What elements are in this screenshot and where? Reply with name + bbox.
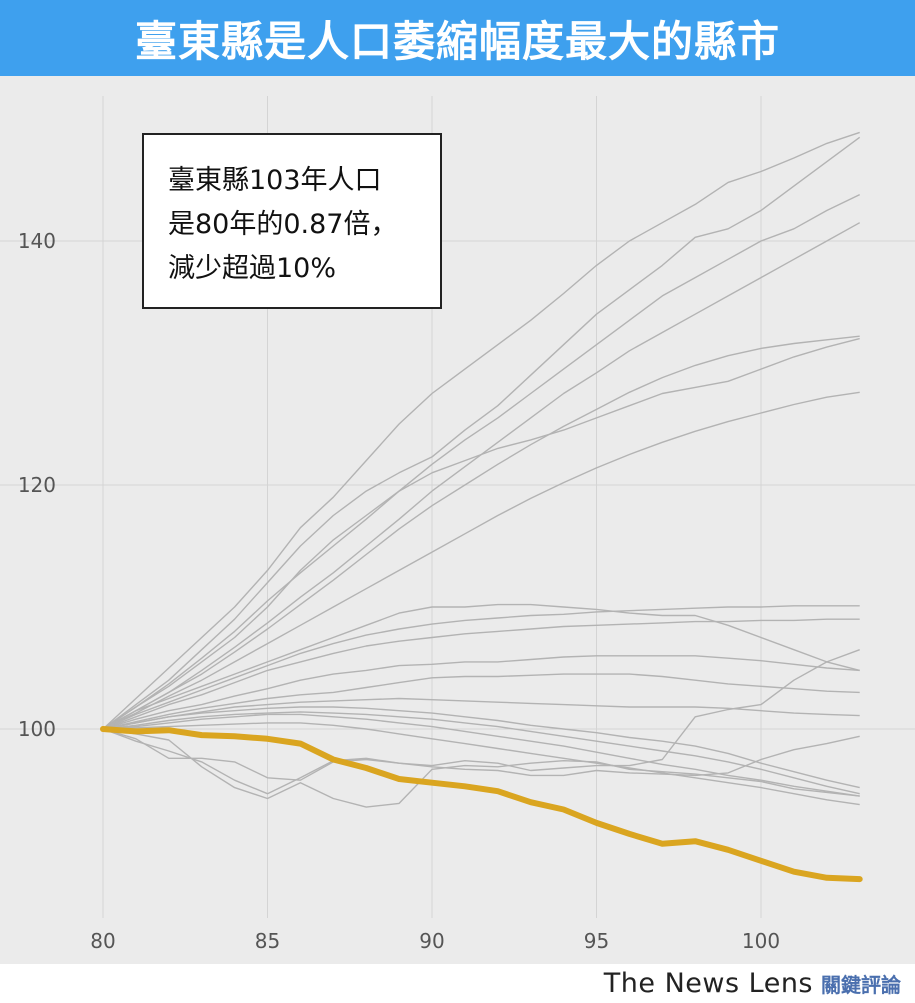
x-tick-label: 80 xyxy=(90,929,115,953)
series-line xyxy=(102,711,860,795)
x-tick-label: 95 xyxy=(584,929,609,953)
brand-name-zh: 關鍵評論 xyxy=(821,973,901,997)
annotation-line-1: 臺東縣103年人口 xyxy=(168,165,382,196)
axis-ticks: 80 85 90 95 100 100 120 140 xyxy=(18,229,780,953)
series-line xyxy=(102,649,860,781)
title-banner: 臺東縣是人口萎縮幅度最大的縣市 xyxy=(0,0,915,76)
series-line xyxy=(102,337,860,730)
annotation-line-2: 是80年的0.87倍， xyxy=(168,209,398,240)
series-line xyxy=(102,603,860,730)
brand-name-en: The News Lens xyxy=(603,968,813,999)
footer: The News Lens 關鍵評論 xyxy=(0,964,915,1003)
series-line xyxy=(102,713,860,797)
series-line xyxy=(102,706,860,789)
series-line xyxy=(102,728,860,795)
annotation-box: 臺東縣103年人口 是80年的0.87倍， 減少超過10% xyxy=(142,133,442,309)
grid xyxy=(0,96,915,918)
brand-logo: The News Lens 關鍵評論 xyxy=(604,968,901,999)
series-line xyxy=(102,136,861,730)
series-line xyxy=(102,655,860,730)
x-tick-label: 85 xyxy=(255,929,280,953)
series-line xyxy=(102,722,860,806)
series-line xyxy=(102,728,860,808)
series-line xyxy=(102,335,860,730)
series-line xyxy=(102,131,860,730)
series-line xyxy=(102,222,861,730)
y-tick-label: 100 xyxy=(18,717,56,741)
highlight-series xyxy=(100,726,863,883)
series-line xyxy=(102,618,860,730)
page-title: 臺東縣是人口萎縮幅度最大的縣市 xyxy=(134,16,780,66)
y-tick-label: 120 xyxy=(18,473,56,497)
other-series xyxy=(102,131,861,808)
annotation-line-3: 減少超過10% xyxy=(168,253,337,284)
series-line xyxy=(102,605,860,730)
series-line xyxy=(102,193,861,730)
highlight-line-taitung xyxy=(100,726,863,883)
x-tick-label: 100 xyxy=(742,929,780,953)
series-line xyxy=(102,673,860,730)
line-chart: 80 85 90 95 100 100 120 140 xyxy=(0,96,915,953)
y-tick-label: 140 xyxy=(18,229,56,253)
x-tick-label: 90 xyxy=(419,929,444,953)
series-line xyxy=(102,391,860,730)
